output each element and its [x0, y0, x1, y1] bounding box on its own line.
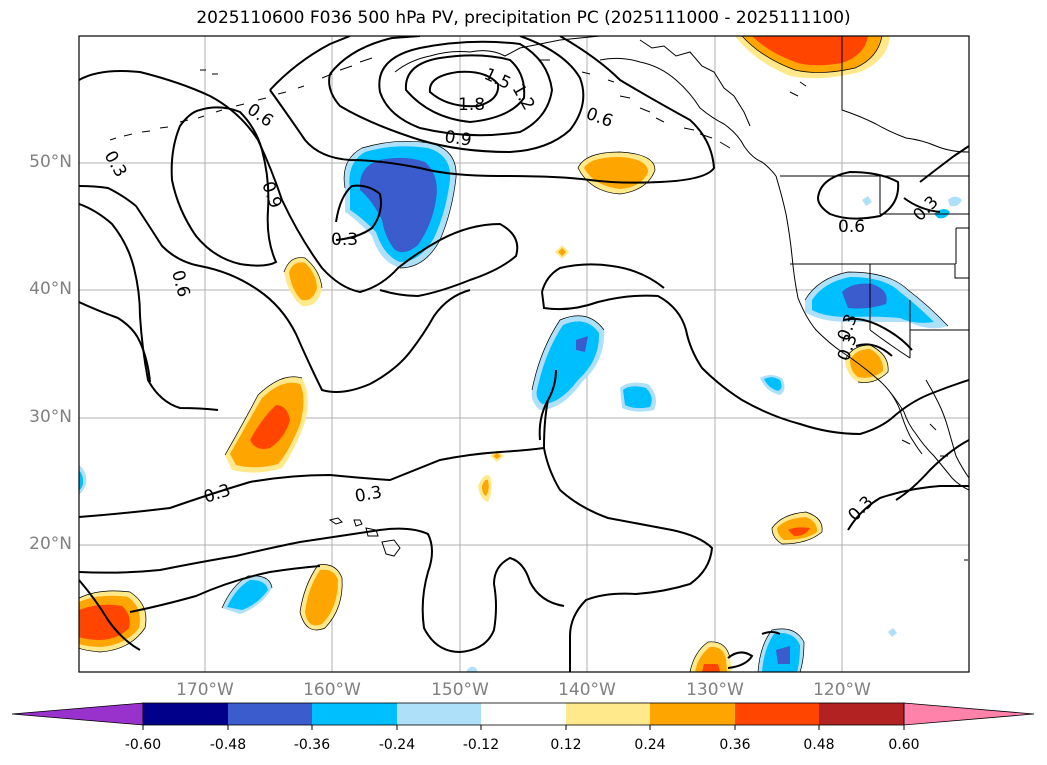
- precip-blob-positive: [752, 36, 868, 66]
- graticule: [79, 36, 969, 672]
- precip-blob-positive: [482, 479, 489, 496]
- contour-label: 0.3: [909, 192, 942, 225]
- precip-blob-negative: [576, 336, 588, 352]
- colorbar-segment: [228, 703, 313, 725]
- colorbar: [11, 702, 1035, 730]
- lat-label: 40°N: [29, 279, 72, 299]
- lat-label: 20°N: [29, 534, 72, 554]
- pv-contours: [79, 36, 969, 672]
- lon-label: 150°W: [431, 680, 489, 700]
- map-frame: [78, 35, 970, 673]
- contour-label: 0.3: [331, 230, 358, 250]
- map-plot-area: 1.5 1.2 1.8 0.9 0.6 0.6 0.9 0.6 0.3 0.3 …: [79, 36, 969, 672]
- precip-blob-negative: [776, 646, 790, 664]
- colorbar-segment: [650, 703, 735, 725]
- colorbar-tick-label: 0.24: [634, 737, 666, 753]
- colorbar-segment: [312, 703, 397, 725]
- contour-label: 0.3: [201, 480, 233, 507]
- contour-label: 0.9: [257, 179, 285, 211]
- precip-blob-positive: [788, 527, 810, 536]
- contour-label: 0.3: [353, 483, 383, 507]
- colorbar-tick-label: -0.36: [293, 737, 331, 753]
- lon-label: 130°W: [686, 680, 744, 700]
- colorbar-tick-label: 0.48: [803, 737, 835, 753]
- precip-blob-negative: [536, 321, 600, 404]
- precip-blob-negative: [862, 196, 872, 206]
- colorbar-tick-label: -0.60: [124, 737, 162, 753]
- contour-label: 0.6: [167, 268, 193, 299]
- precip-blob-negative: [79, 470, 84, 490]
- precip-blob-positive: [493, 453, 501, 459]
- lon-label: 120°W: [813, 680, 871, 700]
- contour-label: 0.6: [838, 217, 865, 237]
- precip-blob-positive: [289, 262, 317, 301]
- contour-label: 0.6: [583, 104, 615, 132]
- precip-blob-negative: [227, 580, 268, 610]
- precip-blob-negative: [888, 628, 897, 637]
- precip-blob-positive: [250, 405, 290, 449]
- precip-blob-negative: [466, 666, 478, 672]
- lat-label: 30°N: [29, 407, 72, 427]
- contour-label: 0.3: [100, 148, 131, 181]
- lat-label: 50°N: [29, 152, 72, 172]
- colorbar-frame: [142, 702, 905, 726]
- colorbar-tick-label: -0.12: [462, 737, 500, 753]
- lon-label: 140°W: [558, 680, 616, 700]
- map-title: 2025110600 F036 500 hPa PV, precipitatio…: [196, 8, 851, 28]
- precip-blob-positive: [558, 248, 566, 256]
- contour-label: 0.9: [443, 127, 473, 151]
- precip-blob-positive: [702, 664, 720, 672]
- precip-blob-positive: [695, 646, 727, 672]
- contour-label: 0.3: [844, 492, 877, 525]
- colorbar-segment: [735, 703, 820, 725]
- colorbar-segment: [566, 703, 651, 725]
- colorbar-tick-label: 0.36: [719, 737, 751, 753]
- contour-label: 1.8: [458, 95, 485, 115]
- colorbar-extend-low: [11, 702, 144, 726]
- colorbar-tick-label: 0.12: [550, 737, 582, 753]
- precip-blob-negative: [764, 377, 782, 391]
- precip-blob-negative: [360, 157, 437, 253]
- precip-outlines: [79, 36, 949, 672]
- lon-label: 170°W: [176, 680, 234, 700]
- colorbar-tick-label: 0.60: [888, 737, 920, 753]
- precip-blob-negative: [842, 283, 887, 309]
- colorbar-segment: [481, 703, 566, 725]
- precip-blob-negative: [623, 386, 652, 409]
- precip-blob-positive: [850, 349, 884, 378]
- colorbar-tick-label: -0.24: [378, 737, 416, 753]
- colorbar-ticks: [142, 725, 905, 730]
- colorbar-extend-high: [903, 702, 1035, 726]
- colorbar-tick-label: -0.48: [209, 737, 247, 753]
- precip-blob-positive: [305, 569, 338, 626]
- colorbar-segment: [143, 703, 228, 725]
- precip-blob-negative: [948, 196, 962, 207]
- coastlines: [109, 36, 969, 561]
- colorbar-segment: [397, 703, 482, 725]
- lon-label: 160°W: [303, 680, 361, 700]
- colorbar-segment: [819, 703, 904, 725]
